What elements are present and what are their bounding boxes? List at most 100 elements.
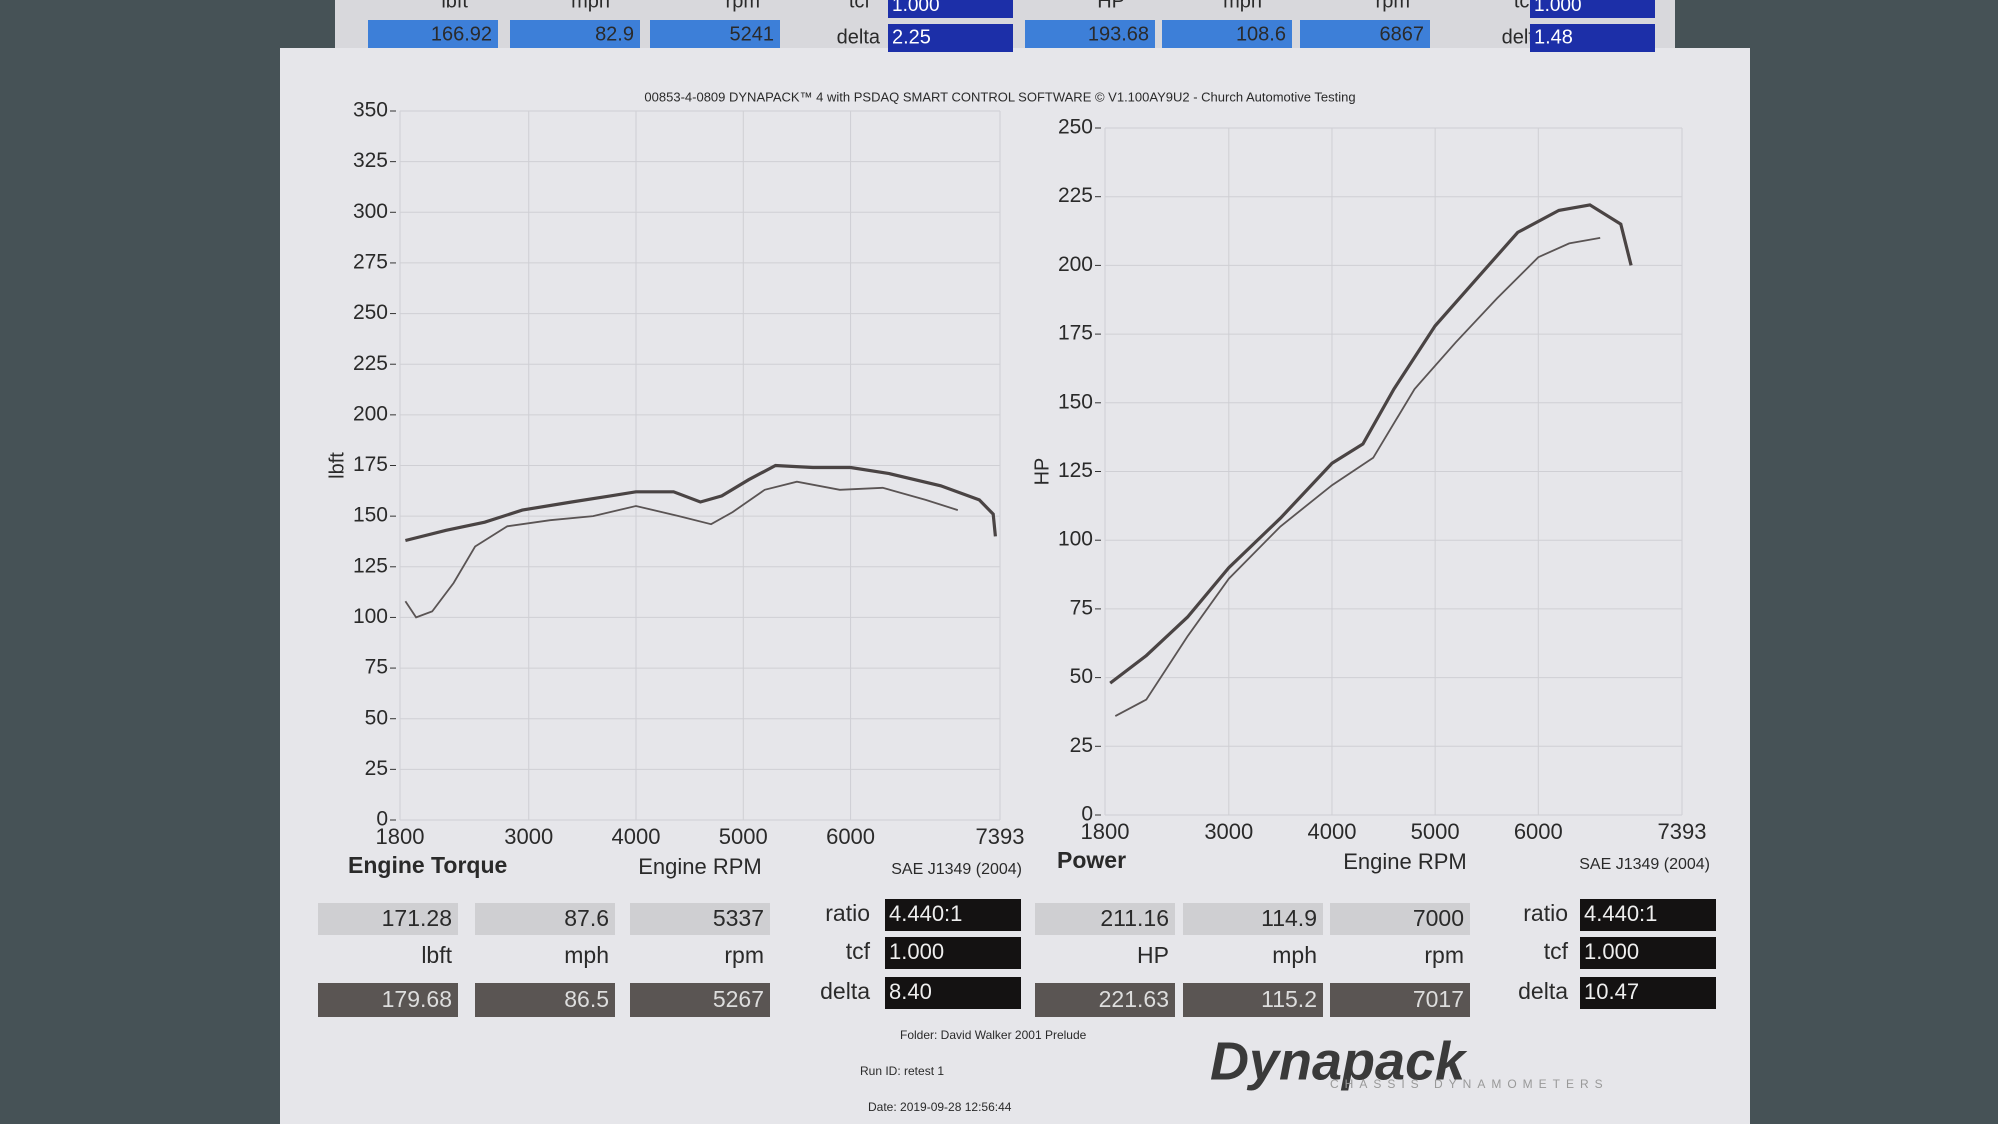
x-tick-label: 7393 [976,824,1025,849]
y-tick-label: 100 [1058,528,1093,551]
readout-value: 221.63 [1099,986,1169,1012]
y-tick-label: 225 [1058,184,1093,207]
y-tick-label: 200 [1058,253,1093,276]
readout-label: mph [571,0,610,12]
y-tick-label: 225 [353,352,388,375]
readout-value: 4.440:1 [889,901,962,926]
y-tick-label: 325 [353,149,388,172]
readout-value: 114.9 [1261,905,1317,931]
readout-value: 2.25 [892,26,931,48]
readout-value: 87.6 [564,905,609,931]
y-tick-label: 150 [1058,390,1093,413]
chart-title: Engine Torque [348,852,507,878]
readout-value: 5267 [713,986,764,1012]
readout-value: 193.68 [1088,23,1149,45]
x-axis-label: Engine RPM [1343,849,1467,874]
readout-box [1580,977,1716,1009]
readout-box [1183,983,1323,1017]
line-series [405,463,997,543]
x-tick-label: 5000 [1411,819,1460,844]
readout-label: mph [1223,0,1262,12]
readout-label: HP [1097,0,1125,12]
readout-value: 108.6 [1236,23,1286,45]
sheet-title: 00853-4-0809 DYNAPACK™ 4 with PSDAQ SMAR… [644,89,1355,104]
readout-value: 7017 [1413,986,1464,1012]
readout-value: 5337 [713,905,764,931]
readout-box [1183,903,1323,935]
y-axis-label: HP [1031,458,1053,486]
readout-box [475,903,615,935]
x-tick-label: 3000 [504,824,553,849]
readout-unit: rpm [724,942,764,968]
readout-value: 1.000 [889,939,944,964]
y-tick-label: 100 [353,605,388,628]
y-tick-label: 50 [1070,665,1093,688]
readout-value: 1.000 [892,0,940,16]
readout-label: delta [837,26,881,48]
readout-box [1035,903,1175,935]
readout-value: 5241 [730,23,775,45]
readout-unit: mph [1272,942,1317,968]
run-id: Run ID: retest 1 [860,1064,944,1078]
readout-box [1162,20,1292,48]
readout-value: 7000 [1413,905,1464,931]
readout-box [885,937,1021,969]
readout-box [1035,983,1175,1017]
x-tick-label: 6000 [826,824,875,849]
readout-value: 8.40 [889,979,932,1004]
x-tick-label: 1800 [376,824,425,849]
readout-label: ratio [825,900,870,926]
readout-value: 1.48 [1534,26,1573,48]
annotation: SAE J1349 (2004) [891,861,1022,878]
readout-box [630,903,770,935]
y-tick-label: 250 [353,301,388,324]
readout-box [630,983,770,1017]
readout-unit: rpm [1424,942,1464,968]
readout-label: rpm [726,0,760,12]
readout-box [318,983,458,1017]
readout-value: 166.92 [431,23,492,45]
logo-sub: CHASSIS DYNAMOMETERS [1330,1077,1609,1091]
readout-value: 6867 [1380,23,1425,45]
readout-box [318,903,458,935]
readout-value: 179.68 [382,986,452,1012]
readout-box [888,24,1013,52]
y-tick-label: 0 [1081,803,1093,826]
y-axis-label: lbft [326,452,348,479]
x-tick-label: 7393 [1658,819,1707,844]
x-tick-label: 6000 [1514,819,1563,844]
chart-title: Power [1057,847,1126,873]
y-tick-label: 275 [353,250,388,273]
y-tick-label: 200 [353,402,388,425]
line-series [404,480,959,619]
line-series [1114,237,1601,717]
y-tick-label: 50 [365,706,388,729]
readout-box [1530,0,1655,18]
x-tick-label: 4000 [1307,819,1356,844]
y-tick-label: 25 [1070,734,1093,757]
readout-value: 10.47 [1584,979,1639,1004]
y-tick-label: 75 [1070,596,1093,619]
readout-unit: mph [564,942,609,968]
x-tick-label: 3000 [1204,819,1253,844]
readout-box [1330,903,1470,935]
readout-label: lbft [441,0,468,12]
x-tick-label: 5000 [719,824,768,849]
readout-value: 82.9 [595,23,634,45]
readout-box [475,983,615,1017]
readout-label: tcf [1544,938,1569,964]
readout-box [1580,937,1716,969]
y-tick-label: 175 [1058,322,1093,345]
y-tick-label: 350 [353,99,388,122]
x-tick-label: 4000 [612,824,661,849]
y-tick-label: 250 [1058,116,1093,139]
y-tick-label: 75 [365,656,388,679]
readout-box [510,20,640,48]
readout-unit: lbft [421,942,452,968]
readout-value: 4.440:1 [1584,901,1657,926]
readout-box [1330,983,1470,1017]
folder: Folder: David Walker 2001 Prelude [900,1028,1087,1042]
line-series [1109,203,1633,685]
readout-label: tcf [846,938,871,964]
